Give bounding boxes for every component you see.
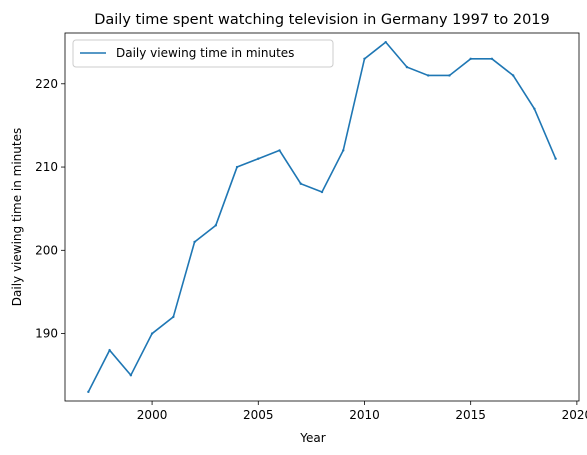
data-point xyxy=(193,240,196,244)
data-point xyxy=(426,74,430,77)
x-tick-label: 2015 xyxy=(455,408,486,422)
y-axis-label: Daily viewing time in minutes xyxy=(10,128,24,306)
data-point xyxy=(278,149,281,152)
y-tick-label: 200 xyxy=(35,243,58,257)
x-axis-label: Year xyxy=(299,431,325,445)
data-point xyxy=(363,57,366,61)
data-point xyxy=(511,74,515,77)
x-axis: 2000 2005 2010 2015 2020 xyxy=(137,401,587,422)
data-point xyxy=(554,157,557,160)
legend: Daily viewing time in minutes xyxy=(72,39,334,68)
data-point xyxy=(384,40,387,44)
y-tick-label: 220 xyxy=(35,77,58,91)
x-tick-label: 2010 xyxy=(349,408,380,422)
x-tick-label: 2005 xyxy=(243,408,274,422)
data-point xyxy=(172,315,175,319)
data-point xyxy=(129,373,133,377)
data-point xyxy=(214,224,218,227)
data-point xyxy=(235,165,239,169)
data-point xyxy=(533,107,536,110)
data-point xyxy=(320,190,324,194)
chart-title: Daily time spent watching television in … xyxy=(94,12,550,28)
x-tick-label: 2000 xyxy=(137,408,168,422)
series-line-daily-viewing-time xyxy=(87,41,557,393)
data-point xyxy=(469,57,472,61)
legend-box xyxy=(72,39,334,68)
data-point xyxy=(342,149,345,152)
data-point xyxy=(108,349,111,352)
plot-area-frame xyxy=(64,32,580,402)
data-point xyxy=(405,65,409,69)
data-point xyxy=(87,390,90,394)
y-axis: 190 200 210 220 xyxy=(35,77,65,341)
data-point xyxy=(448,74,451,77)
y-tick-label: 210 xyxy=(35,160,58,174)
data-point xyxy=(490,57,494,61)
legend-label: Daily viewing time in minutes xyxy=(116,46,294,60)
data-point xyxy=(150,332,154,335)
data-point xyxy=(257,157,260,160)
x-tick-label: 2020 xyxy=(562,408,587,422)
data-point xyxy=(299,182,302,185)
y-tick-label: 190 xyxy=(35,327,58,341)
